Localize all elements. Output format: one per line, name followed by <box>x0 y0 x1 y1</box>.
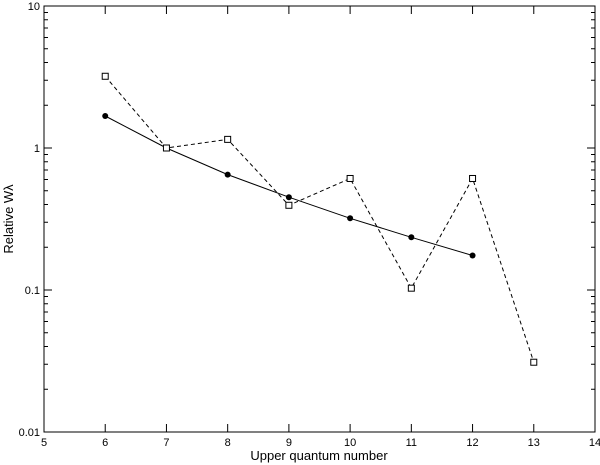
x-tick-label: 5 <box>41 437 47 449</box>
series-2-point <box>162 144 170 152</box>
series-2-point <box>530 358 538 366</box>
plot-frame <box>43 5 596 433</box>
x-tick-label: 7 <box>163 437 169 449</box>
x-tick-label: 6 <box>102 437 108 449</box>
series-2-point <box>285 201 293 209</box>
series-2-point <box>346 174 354 182</box>
x-tick-label: 9 <box>286 437 292 449</box>
x-tick-label: 11 <box>406 437 417 449</box>
x-tick-label: 12 <box>466 437 478 449</box>
series-1-point <box>469 252 476 259</box>
y-tick-label: 10 <box>28 1 40 13</box>
ticks-layer: 5 6 7 8 9 10 11 12 13 14 0.01 0.1 1 10 <box>19 1 600 449</box>
series-2-point <box>407 284 415 292</box>
series-1-point <box>285 194 292 201</box>
series-2-point <box>469 174 477 182</box>
x-tick-label: 13 <box>528 437 540 449</box>
series-1-point <box>224 171 231 178</box>
series-2-point <box>224 135 232 143</box>
x-tick-label: 10 <box>344 437 356 449</box>
y-tick-label: 0.1 <box>25 285 40 297</box>
series-1-point <box>408 234 415 241</box>
series-1-point <box>347 215 354 222</box>
series-2-point <box>101 72 109 80</box>
series-1-line <box>104 115 473 256</box>
x-axis-label: Upper quantum number <box>250 448 388 463</box>
series-1-point <box>102 113 109 120</box>
x-tick-label: 8 <box>225 437 231 449</box>
y-axis-label: Relative Wλ <box>1 184 16 254</box>
y-tick-label: 1 <box>34 143 40 155</box>
series-2-line <box>104 75 535 363</box>
x-tick-label: 14 <box>589 437 600 449</box>
y-tick-label: 0.01 <box>19 427 40 439</box>
series-layer <box>101 72 538 366</box>
